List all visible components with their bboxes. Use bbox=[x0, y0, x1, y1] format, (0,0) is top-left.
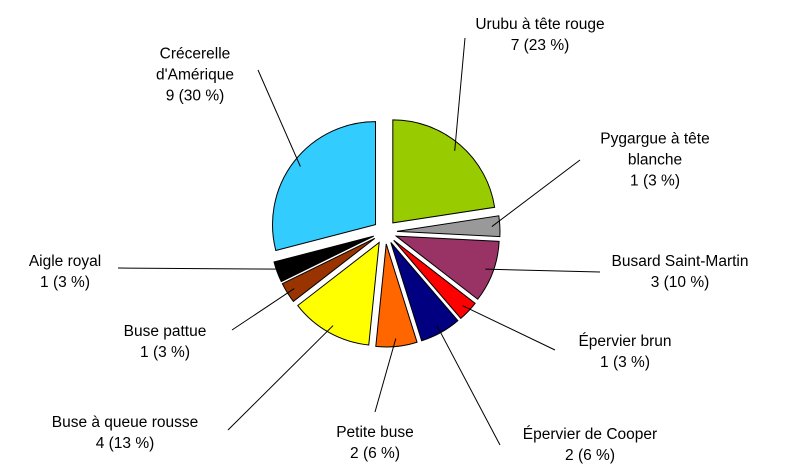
category-name: Crécerelle d'Amérique bbox=[156, 45, 234, 84]
slice-label: Pygargue à tête blanche 1 (3 %) bbox=[580, 129, 730, 192]
pie-slice bbox=[392, 119, 496, 224]
leader-line bbox=[454, 37, 466, 151]
slice-label: Busard Saint-Martin 3 (10 %) bbox=[595, 251, 765, 293]
value-label: 2 (6 %) bbox=[350, 445, 400, 462]
leader-line bbox=[117, 267, 285, 270]
category-name: Buse pattue bbox=[123, 323, 207, 340]
pie-slice bbox=[273, 235, 374, 283]
category-name: Urubu à tête rouge bbox=[475, 16, 605, 33]
value-label: 3 (10 %) bbox=[650, 274, 710, 291]
value-label: 1 (3 %) bbox=[140, 344, 190, 361]
slice-label: Crécerelle d'Amérique 9 (30 %) bbox=[135, 44, 255, 107]
pie-slice bbox=[297, 241, 380, 346]
slice-label: Épervier de Cooper 2 (6 %) bbox=[490, 424, 690, 466]
value-label: 1 (3 %) bbox=[630, 172, 680, 190]
leader-line bbox=[462, 305, 556, 351]
value-label: 1 (3 %) bbox=[40, 274, 90, 291]
category-name: Petite buse bbox=[336, 424, 414, 441]
pie-slice bbox=[396, 215, 501, 238]
slice-label: Petite buse 2 (6 %) bbox=[310, 422, 440, 464]
category-name: Épervier brun bbox=[578, 333, 672, 350]
leader-line bbox=[485, 268, 601, 273]
pie-slice bbox=[375, 243, 418, 348]
category-name: Busard Saint-Martin bbox=[611, 253, 749, 270]
value-label: 1 (3 %) bbox=[600, 354, 650, 371]
pie-slice bbox=[393, 239, 476, 320]
value-label: 4 (13 %) bbox=[95, 435, 155, 452]
pie-slice bbox=[272, 121, 377, 252]
value-label: 2 (6 %) bbox=[565, 447, 615, 464]
value-label: 7 (23 %) bbox=[510, 37, 570, 54]
category-name: Aigle royal bbox=[28, 253, 102, 270]
category-name: Buse à queue rousse bbox=[51, 414, 199, 431]
category-name: Pygargue à tête blanche bbox=[600, 130, 710, 169]
leader-line bbox=[231, 288, 295, 331]
slice-label: Urubu à tête rouge 7 (23 %) bbox=[450, 14, 630, 56]
value-label: 9 (30 %) bbox=[165, 87, 225, 105]
slice-label: Buse pattue 1 (3 %) bbox=[90, 321, 240, 363]
leader-line bbox=[227, 325, 334, 431]
leader-line bbox=[491, 159, 581, 227]
leader-line bbox=[374, 338, 397, 413]
pie-slice bbox=[394, 235, 500, 300]
leader-line bbox=[257, 69, 301, 167]
category-name: Épervier de Cooper bbox=[522, 426, 658, 443]
leader-line bbox=[436, 325, 501, 446]
slice-label: Aigle royal 1 (3 %) bbox=[0, 251, 135, 293]
slice-label: Épervier brun 1 (3 %) bbox=[550, 331, 700, 373]
slice-label: Buse à queue rousse 4 (13 %) bbox=[25, 412, 225, 454]
